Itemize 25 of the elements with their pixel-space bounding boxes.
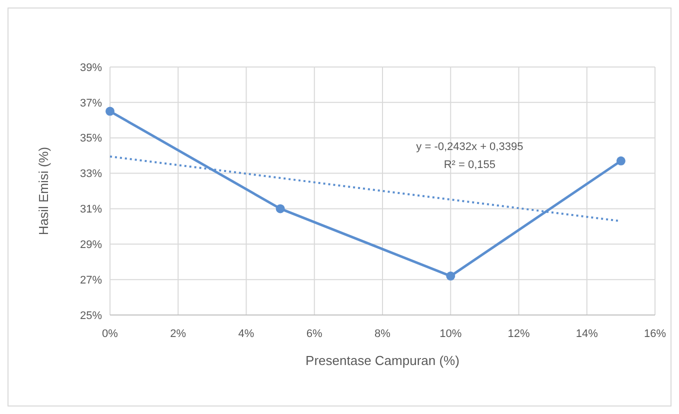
y-tick-label: 31% <box>80 204 102 216</box>
y-tick-label: 37% <box>80 97 102 110</box>
x-tick-label: 10% <box>440 328 462 340</box>
point <box>446 272 456 281</box>
x-tick-label: 16% <box>644 328 666 340</box>
point <box>106 106 114 116</box>
point <box>616 156 626 166</box>
y-tick-label: 29% <box>80 238 102 251</box>
x-tick-label: 2% <box>170 328 186 340</box>
y-tick-label: 27% <box>80 274 102 286</box>
x-axis-title: Presentase Campuran (%) <box>306 353 460 368</box>
y-tick-label: 33% <box>80 168 102 180</box>
annotation: R² = 0,155 <box>444 159 496 172</box>
y-tick-label: 35% <box>80 132 102 145</box>
y-tick-label: 39% <box>80 62 102 74</box>
annotation: y = -0,2432x + 0,3395 <box>416 141 524 154</box>
point <box>276 204 285 214</box>
x-tick-label: 4% <box>238 328 254 340</box>
x-tick-label: 14% <box>576 328 598 340</box>
x-tick-label: 12% <box>508 328 530 340</box>
x-tick-label: 8% <box>374 328 391 340</box>
y-axis-title: Hasil Emisi (%) <box>36 146 51 236</box>
y-tick-label: 25% <box>80 310 102 322</box>
x-tick-label: 6% <box>306 328 323 340</box>
x-tick-label: 0% <box>102 328 118 340</box>
